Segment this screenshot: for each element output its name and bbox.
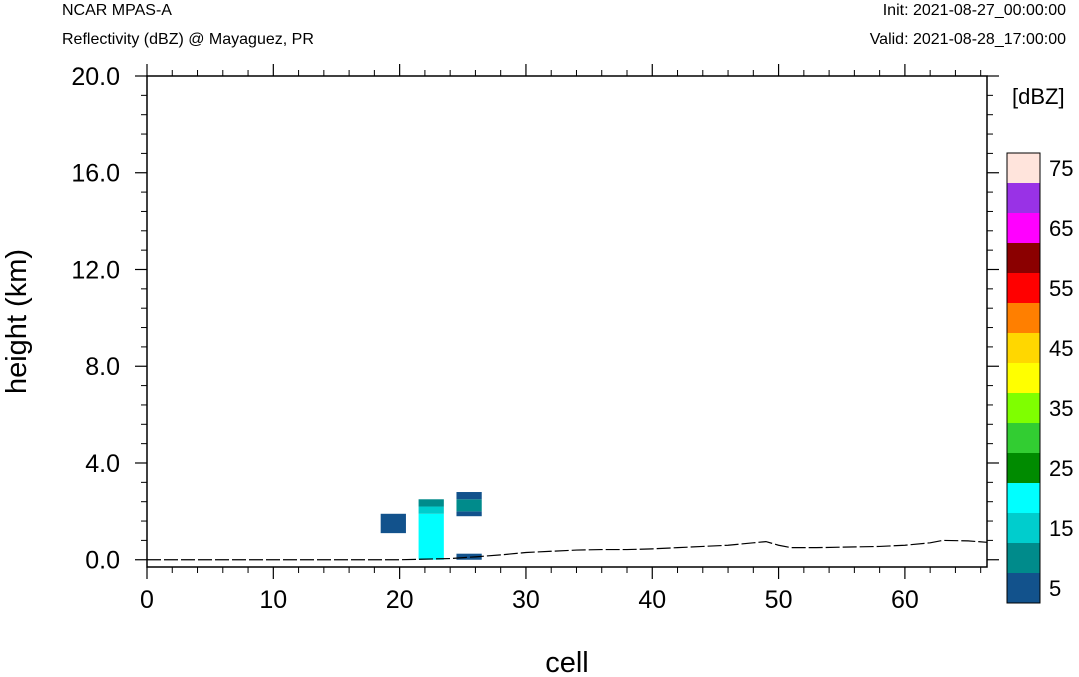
colorbar-swatch — [1007, 213, 1040, 243]
plot-frame — [146, 75, 988, 568]
colorbar-swatch — [1007, 423, 1040, 453]
x-tick-label: 50 — [765, 586, 793, 614]
x-tick-label: 30 — [512, 586, 540, 614]
colorbar-unit-label: [dBZ] — [1012, 84, 1065, 109]
reflectivity-cell — [418, 513, 444, 560]
reflectivity-cell — [418, 499, 444, 507]
x-tick-label: 10 — [259, 586, 287, 614]
colorbar-tick-label: 45 — [1049, 336, 1073, 361]
init-time: Init: 2021-08-27_00:00:00 — [882, 2, 1066, 19]
reflectivity-cell — [380, 513, 406, 534]
x-tick-label: 40 — [638, 586, 666, 614]
chart-subtitle: Reflectivity (dBZ) @ Mayaguez, PR — [62, 31, 314, 48]
y-tick-label: 20.0 — [71, 63, 120, 91]
reflectivity-cell — [456, 499, 482, 512]
colorbar-swatch — [1007, 183, 1040, 213]
y-axis-label: height (km) — [1, 249, 33, 394]
y-tick-label: 4.0 — [85, 450, 120, 478]
colorbar-tick-label: 55 — [1049, 276, 1073, 301]
reflectivity-cell — [418, 506, 444, 514]
colorbar-swatch — [1007, 243, 1040, 273]
colorbar-tick-label: 25 — [1049, 456, 1073, 481]
colorbar-swatch — [1007, 483, 1040, 513]
colorbar-tick-label: 75 — [1049, 156, 1073, 181]
x-tick-label: 20 — [386, 586, 414, 614]
colorbar-swatch — [1007, 333, 1040, 363]
colorbar-swatch — [1007, 363, 1040, 393]
y-tick-label: 12.0 — [71, 256, 120, 284]
colorbar-swatch — [1007, 153, 1040, 183]
colorbar-tick-label: 5 — [1049, 576, 1061, 601]
x-axis-label: cell — [545, 647, 589, 677]
colorbar-swatch — [1007, 543, 1040, 573]
model-name: NCAR MPAS-A — [62, 2, 172, 19]
colorbar-swatch — [1007, 273, 1040, 303]
colorbar-swatch — [1007, 303, 1040, 333]
valid-time: Valid: 2021-08-28_17:00:00 — [869, 31, 1066, 48]
colorbar-swatch — [1007, 393, 1040, 423]
y-tick-label: 16.0 — [71, 160, 120, 188]
colorbar-tick-label: 15 — [1049, 516, 1073, 541]
colorbar-swatch — [1007, 453, 1040, 483]
terrain-line — [147, 539, 988, 561]
colorbar-swatch — [1007, 573, 1040, 603]
colorbar-frame — [1006, 152, 1041, 604]
y-tick-label: 8.0 — [85, 353, 120, 381]
reflectivity-cell — [456, 492, 482, 500]
x-tick-label: 60 — [891, 586, 919, 614]
reflectivity-cell — [456, 553, 482, 560]
colorbar-tick-label: 35 — [1049, 396, 1073, 421]
plot-background — [147, 76, 987, 567]
colorbar-swatch — [1007, 513, 1040, 543]
y-tick-label: 0.0 — [85, 547, 120, 575]
colorbar-tick-label: 65 — [1049, 216, 1073, 241]
reflectivity-cell — [456, 511, 482, 517]
x-tick-label: 0 — [140, 586, 154, 614]
